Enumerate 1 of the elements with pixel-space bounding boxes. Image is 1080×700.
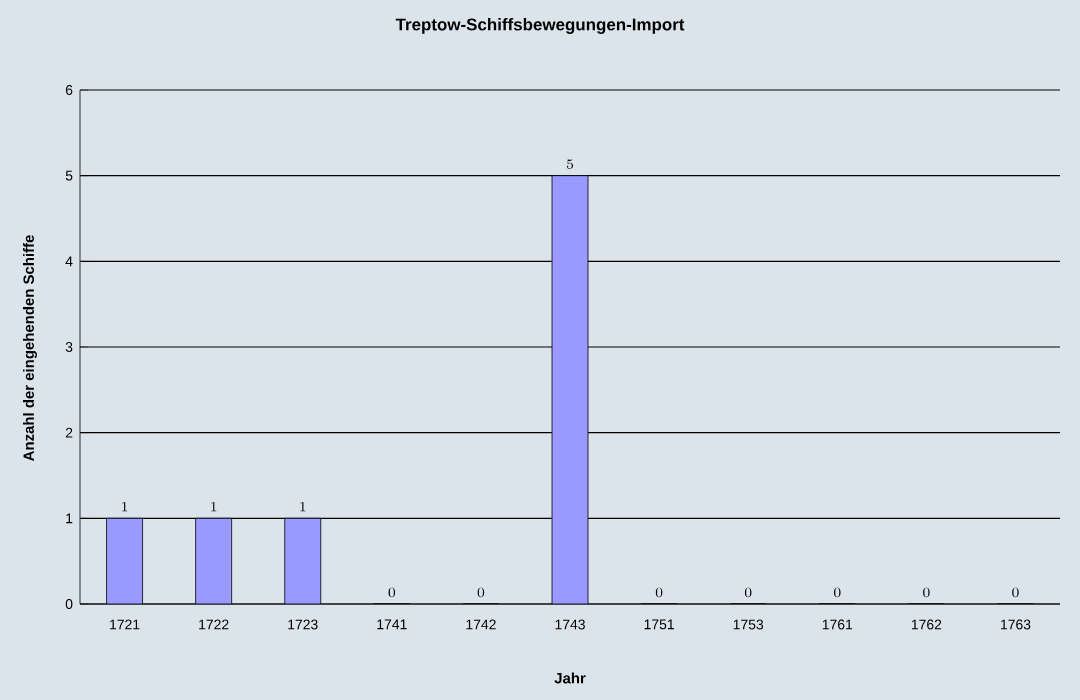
chart-title: Treptow-Schiffsbewegungen-Import — [395, 18, 685, 34]
